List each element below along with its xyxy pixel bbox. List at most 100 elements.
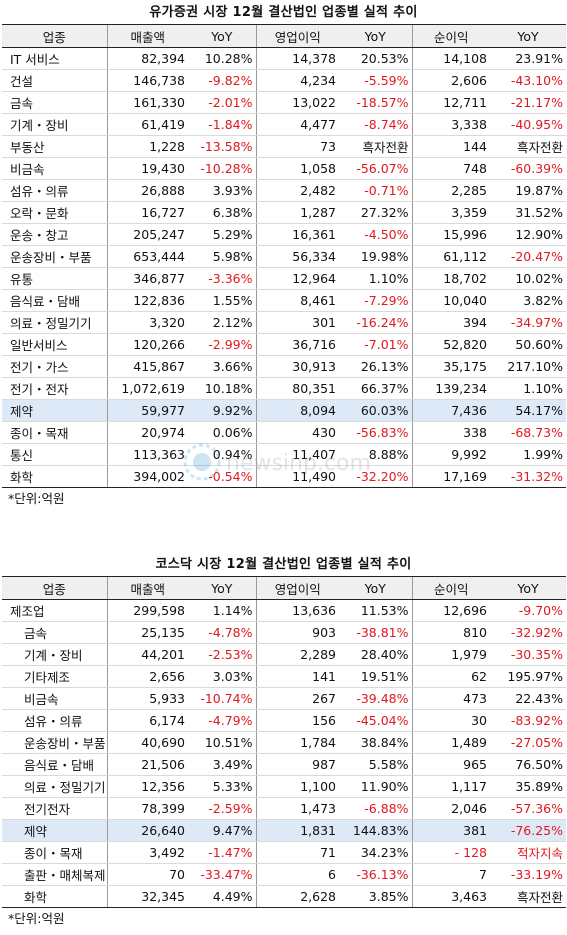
value-cell: 3,492 <box>106 841 188 864</box>
value-cell: -56.07% <box>339 157 412 180</box>
value-cell: 2.12% <box>188 311 256 334</box>
kospi-unit-note: *단위:억원 <box>8 491 65 506</box>
value-cell: -36.13% <box>339 863 412 886</box>
value-cell: -10.28% <box>188 157 256 180</box>
value-cell: 113,363 <box>106 443 188 466</box>
value-cell: -18.57% <box>339 91 412 114</box>
col-header-6: YoY <box>490 24 566 48</box>
value-cell: 70 <box>106 863 188 886</box>
value-cell: 394 <box>411 311 490 334</box>
value-cell: -16.24% <box>339 311 412 334</box>
value-cell: 2,289 <box>255 643 339 666</box>
value-cell: -2.59% <box>188 797 256 820</box>
col-header-1: 매출액 <box>106 576 188 600</box>
value-cell: 1,058 <box>255 157 339 180</box>
col-header-1: 매출액 <box>106 24 188 48</box>
table-row: 운송・창고 205,247 5.29% 16,361 -4.50% 15,996 12.90… <box>2 223 566 246</box>
value-cell: 3.93% <box>188 179 256 202</box>
value-cell: -57.36% <box>490 797 566 820</box>
sector-name-cell: 전기전자 <box>2 797 107 820</box>
value-cell: 810 <box>411 621 490 644</box>
value-cell: 30,913 <box>255 355 339 378</box>
value-cell: 5.58% <box>339 753 412 776</box>
value-cell: 11,490 <box>255 465 339 488</box>
value-cell: 40,690 <box>106 731 188 754</box>
value-cell: 54.17% <box>490 399 566 422</box>
table-row: 제조업 299,598 1.14% 13,636 11.53% 12,696 -9.70% <box>2 599 566 622</box>
value-cell: 1,072,619 <box>106 377 188 400</box>
sector-name-cell: 섬유・의류 <box>2 709 107 732</box>
sector-name-cell: 통신 <box>2 443 107 466</box>
value-cell: 11.90% <box>339 775 412 798</box>
value-cell: 61,419 <box>106 113 188 136</box>
value-cell: 3.49% <box>188 753 256 776</box>
value-cell: 12,696 <box>411 599 490 622</box>
value-cell: 1,100 <box>255 775 339 798</box>
value-cell: 26.13% <box>339 355 412 378</box>
value-cell: 19,430 <box>106 157 188 180</box>
table-row: 제약 26,640 9.47% 1,831 144.83% 381 -76.25% <box>2 819 566 842</box>
value-cell: 10,040 <box>411 289 490 312</box>
table-row: 음식료・담배 21,506 3.49% 987 5.58% 965 76.50% <box>2 753 566 776</box>
value-cell: -30.35% <box>490 643 566 666</box>
table-row: 섬유・의류 26,888 3.93% 2,482 -0.71% 2,285 19.87% <box>2 179 566 202</box>
value-cell: -2.01% <box>188 91 256 114</box>
value-cell: 1.99% <box>490 443 566 466</box>
value-cell: 748 <box>411 157 490 180</box>
value-cell: 144.83% <box>339 819 412 842</box>
value-cell: 987 <box>255 753 339 776</box>
value-cell: -33.19% <box>490 863 566 886</box>
sector-name-cell: 기계・장비 <box>2 113 107 136</box>
value-cell: -7.01% <box>339 333 412 356</box>
value-cell: 903 <box>255 621 339 644</box>
kosdaq-header-row: 업종 매출액 YoY 영업이익 YoY 순이익 YoY <box>2 576 566 600</box>
value-cell: 10.51% <box>188 731 256 754</box>
value-cell: 122,836 <box>106 289 188 312</box>
value-cell: 20.53% <box>339 47 412 70</box>
value-cell: 25,135 <box>106 621 188 644</box>
value-cell: -9.70% <box>490 599 566 622</box>
value-cell: -3.36% <box>188 267 256 290</box>
value-cell: -31.32% <box>490 465 566 488</box>
value-cell: 3.85% <box>339 885 412 908</box>
sector-name-cell: 운송장비・부품 <box>2 731 107 754</box>
sector-name-cell: 화학 <box>2 885 107 908</box>
sector-name-cell: 오락・문화 <box>2 201 107 224</box>
value-cell: 156 <box>255 709 339 732</box>
table-row: 운송장비・부품 40,690 10.51% 1,784 38.84% 1,489 -27.0… <box>2 731 566 754</box>
value-cell: -76.25% <box>490 819 566 842</box>
value-cell: 26,640 <box>106 819 188 842</box>
value-cell: 73 <box>255 135 339 158</box>
value-cell: -39.48% <box>339 687 412 710</box>
table-row: 금속 25,135 -4.78% 903 -38.81% 810 -32.92% <box>2 621 566 644</box>
value-cell: 5.33% <box>188 775 256 798</box>
table-row: 음식료・담배 122,836 1.55% 8,461 -7.29% 10,040 3.82% <box>2 289 566 312</box>
col-header-4: YoY <box>339 576 412 600</box>
sector-name-cell: 부동산 <box>2 135 107 158</box>
value-cell: 430 <box>255 421 339 444</box>
value-cell: 267 <box>255 687 339 710</box>
value-cell: 23.91% <box>490 47 566 70</box>
value-cell: 10.02% <box>490 267 566 290</box>
value-cell: 27.32% <box>339 201 412 224</box>
value-cell: 18,702 <box>411 267 490 290</box>
sector-name-cell: 제약 <box>2 819 107 842</box>
sector-name-cell: 음식료・담배 <box>2 753 107 776</box>
value-cell: 7 <box>411 863 490 886</box>
col-header-6: YoY <box>490 576 566 600</box>
value-cell: 195.97% <box>490 665 566 688</box>
value-cell: -33.47% <box>188 863 256 886</box>
value-cell: 13,022 <box>255 91 339 114</box>
value-cell: 35.89% <box>490 775 566 798</box>
kospi-section: 유가증권 시장 12월 결산법인 업종별 실적 추이 업종 매출액 YoY 영업이익 Y… <box>2 5 566 506</box>
value-cell: 71 <box>255 841 339 864</box>
value-cell: 17,169 <box>411 465 490 488</box>
sector-name-cell: 운송장비・부품 <box>2 245 107 268</box>
value-cell: -40.95% <box>490 113 566 136</box>
value-cell: 4,477 <box>255 113 339 136</box>
value-cell: 381 <box>411 819 490 842</box>
table-row: 제약 59,977 9.92% 8,094 60.03% 7,436 54.17% <box>2 399 566 422</box>
value-cell: -13.58% <box>188 135 256 158</box>
table-row: 기계・장비 44,201 -2.53% 2,289 28.40% 1,979 -30.35% <box>2 643 566 666</box>
value-cell: 11,407 <box>255 443 339 466</box>
